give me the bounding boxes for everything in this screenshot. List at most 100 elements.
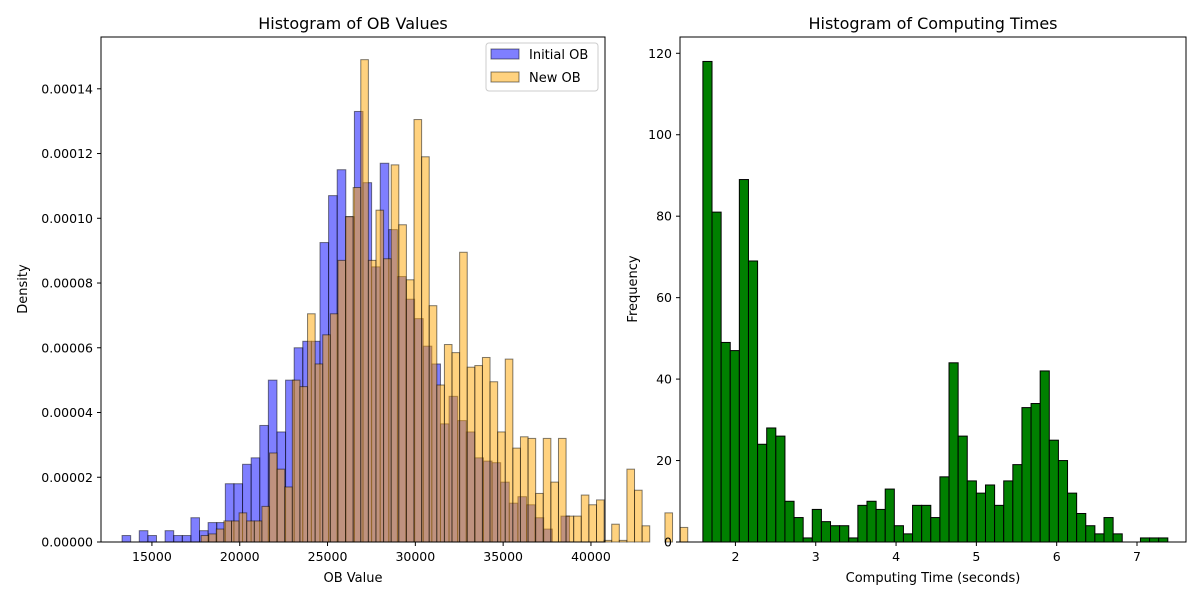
histogram-bar xyxy=(322,334,331,543)
histogram-bar xyxy=(443,344,453,543)
histogram-bar xyxy=(729,350,740,543)
x-tick-label: 15000 xyxy=(132,549,172,564)
y-tick-label: 0.00006 xyxy=(41,340,93,355)
x-tick-label: 2 xyxy=(731,549,739,564)
histogram-bar xyxy=(390,164,400,543)
histogram-bar xyxy=(246,520,255,543)
histogram-bar xyxy=(820,521,832,543)
legend-swatch-initial-ob xyxy=(490,48,520,60)
histogram-bar xyxy=(436,384,445,543)
histogram-bar xyxy=(269,452,278,543)
x-tick-label: 20000 xyxy=(220,549,260,564)
x-tick-label: 35000 xyxy=(483,549,523,564)
y-tick-label: 120 xyxy=(648,46,672,61)
histogram-bar xyxy=(884,488,895,543)
histogram-bar xyxy=(1094,533,1105,543)
x-tick-label: 4 xyxy=(892,549,900,564)
histogram-bar xyxy=(664,512,674,543)
y-tick-label: 0.00012 xyxy=(41,146,93,161)
legend-label-initial-ob: Initial OB xyxy=(529,48,588,63)
legend: Initial OB New OB xyxy=(485,42,599,92)
histogram-bar xyxy=(208,533,217,543)
x-axis-label: OB Value xyxy=(324,571,383,586)
y-tick-label: 0 xyxy=(664,535,672,550)
histogram-bar xyxy=(596,499,605,543)
histogram-bar xyxy=(747,260,759,543)
histogram-bar xyxy=(375,209,385,543)
chart-title: Histogram of OB Values xyxy=(258,14,448,33)
x-axis-label: Computing Time (seconds) xyxy=(846,571,1021,586)
axes: 15000 20000 25000 30000 35000 40000 0.00000 0.0… xyxy=(41,36,611,564)
histogram-bar xyxy=(720,341,731,543)
histogram-bar xyxy=(766,427,777,543)
histogram-bar xyxy=(451,352,461,543)
histogram-bar xyxy=(284,486,293,543)
histogram-bar xyxy=(966,480,977,543)
histogram-bar xyxy=(147,535,157,543)
histogram-bar xyxy=(775,435,786,543)
plot-frame xyxy=(679,36,1187,543)
histogram-bar xyxy=(784,500,795,543)
histogram-bar xyxy=(497,431,506,543)
histogram-bar xyxy=(641,525,651,543)
y-tick-label: 0.00004 xyxy=(41,405,93,420)
histogram-bar xyxy=(352,187,362,543)
histogram-bar xyxy=(121,535,132,543)
histogram-bar xyxy=(291,379,301,543)
histogram-bar xyxy=(314,363,324,543)
histogram-bar xyxy=(875,508,886,543)
histogram-bar xyxy=(738,179,749,543)
histogram-bar xyxy=(912,504,923,543)
histogram-bar xyxy=(1158,537,1169,543)
histogram-bar xyxy=(1039,370,1050,543)
histogram-bar xyxy=(902,533,914,543)
y-tick-label: 0.00000 xyxy=(41,535,93,550)
histogram-bar xyxy=(848,537,859,543)
histogram-bar xyxy=(893,525,904,543)
histogram-bar xyxy=(921,504,932,543)
legend-swatch-new-ob xyxy=(490,71,520,83)
histogram-bar xyxy=(573,515,582,543)
histogram-bar xyxy=(489,381,499,543)
histogram-bars xyxy=(121,59,689,543)
x-tick-label: 40000 xyxy=(571,549,611,564)
y-tick-label: 0.00002 xyxy=(41,470,93,485)
ob-histogram: Histogram of OB Values 15000 20000 25000 30… xyxy=(16,14,689,586)
histogram-bar xyxy=(793,517,804,543)
histogram-bar xyxy=(481,356,491,543)
histogram-bar xyxy=(1012,464,1023,543)
histogram-bar xyxy=(299,386,309,543)
histogram-bar xyxy=(173,535,183,543)
histogram-bar xyxy=(345,216,354,543)
histogram-bar xyxy=(200,535,210,543)
histogram-bar xyxy=(1076,512,1087,543)
histogram-bar xyxy=(367,259,377,543)
histogram-bar xyxy=(930,517,941,543)
histogram-bar xyxy=(337,259,347,543)
histogram-bar xyxy=(975,492,986,543)
y-tick-label: 60 xyxy=(656,290,672,305)
histogram-bar xyxy=(413,119,423,543)
histogram-bar xyxy=(421,156,430,543)
histogram-bar xyxy=(1021,407,1032,543)
y-tick-label: 20 xyxy=(656,453,672,468)
histogram-bar xyxy=(948,362,959,543)
histogram-bar xyxy=(565,515,575,543)
histogram-bar xyxy=(857,504,868,543)
histogram-bar xyxy=(383,258,392,543)
histogram-bar xyxy=(679,526,689,543)
histogram-bar xyxy=(550,481,559,543)
histogram-bar xyxy=(939,476,950,543)
histogram-bar xyxy=(588,504,598,543)
histogram-bar xyxy=(1003,480,1014,543)
histogram-bar xyxy=(307,313,316,543)
x-tick-label: 25000 xyxy=(308,549,348,564)
histogram-bar xyxy=(215,528,225,543)
plot-frame xyxy=(100,36,606,543)
histogram-bar xyxy=(802,537,813,543)
histogram-bar xyxy=(1067,492,1078,543)
histogram-bar xyxy=(626,468,636,543)
histogram-bar xyxy=(557,437,567,543)
histogram-bar xyxy=(261,505,271,543)
